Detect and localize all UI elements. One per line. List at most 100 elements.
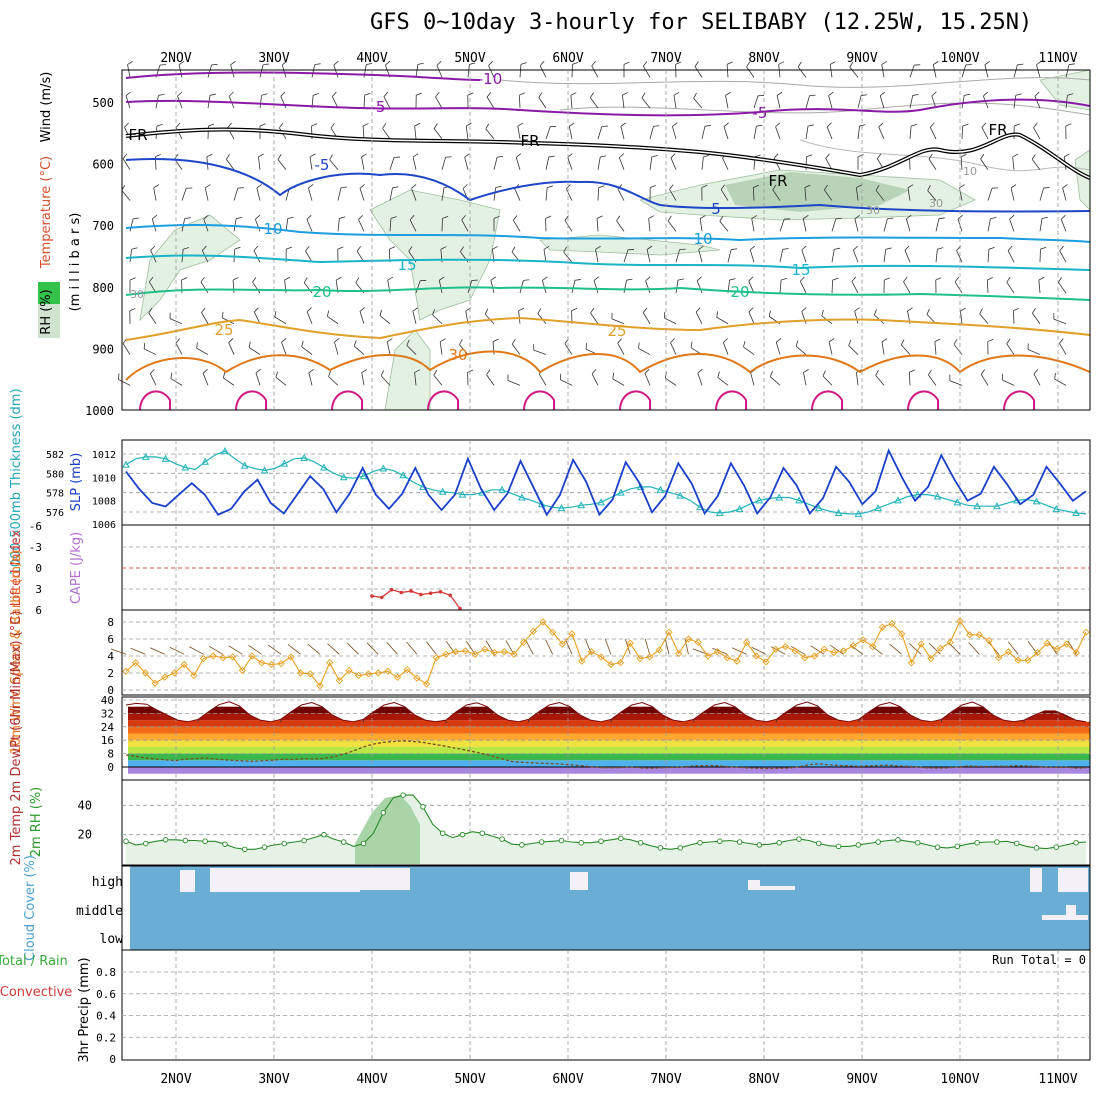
precip-convective-label: Convective	[0, 985, 72, 1000]
wind-barb-flag	[875, 184, 880, 191]
wind-barb-flag	[411, 184, 417, 189]
wind-barb	[664, 377, 677, 386]
date-label-bottom: 3NOV	[258, 1072, 289, 1087]
wind-barb-flag	[911, 123, 918, 127]
wind-barb-flag	[230, 60, 236, 66]
rh-shading	[139, 214, 241, 322]
wind-barb	[459, 344, 469, 355]
wind-barb-flag	[175, 122, 181, 128]
wind-barb-flag	[804, 184, 811, 188]
wind-barb	[170, 378, 183, 386]
wind-barb-flag	[854, 307, 860, 312]
wind-barb	[801, 249, 807, 263]
surface-wind-barb	[684, 638, 689, 655]
wind-speed-point	[607, 660, 615, 669]
wind-barb-flag	[387, 276, 394, 281]
rh-legend-swatch-high	[38, 282, 60, 304]
wind-barb-flag	[754, 154, 761, 158]
wind-barb	[669, 189, 677, 201]
wind-barb-flag	[178, 60, 185, 66]
wind-barb-flag	[569, 122, 575, 127]
wind-barb-flag	[801, 245, 807, 251]
wind-barb-flag	[389, 246, 395, 250]
wind-barb-flag	[330, 122, 335, 129]
temperature-contour-label: -10	[478, 70, 503, 88]
wind-barb	[545, 126, 551, 140]
wind-barb-flag	[746, 61, 751, 67]
wind-barb-flag	[595, 245, 601, 250]
rh-point	[360, 840, 367, 847]
rh-axis-label: RH (%)	[39, 289, 54, 334]
wind-barb	[358, 219, 365, 232]
thickness-point	[775, 493, 784, 501]
wind-barb	[826, 126, 833, 140]
wind-barb	[538, 97, 547, 109]
wind-speed-point	[529, 627, 537, 635]
wind-barb	[593, 280, 599, 294]
surface-wind-barb	[928, 642, 941, 655]
temperature-contour	[125, 158, 1091, 213]
wind-barb	[412, 157, 417, 170]
wind-barb	[274, 316, 287, 325]
wind-barb-flag	[641, 92, 646, 99]
pressure-tick-label: 900	[92, 342, 114, 356]
wind-barb-flag	[1034, 91, 1040, 97]
wind-barb-flag	[753, 184, 759, 188]
wind-speed-point	[384, 667, 392, 675]
wind-barb-flag	[772, 184, 777, 191]
wind-barb	[909, 125, 912, 139]
wind-speed-point	[355, 671, 363, 680]
temperature-contour-label: -5	[371, 98, 386, 116]
wind-barb	[517, 126, 521, 140]
wind-barb-flag	[825, 153, 830, 159]
wind-barb	[406, 345, 417, 355]
wind-barb-flag	[412, 307, 418, 312]
wind-barb	[753, 126, 757, 140]
temperature-contour-freezing-core	[125, 128, 1091, 179]
wind-barb-flag	[459, 339, 463, 345]
rh-point	[301, 837, 307, 844]
wind-barb-flag	[795, 340, 799, 347]
wind-barb	[389, 157, 395, 170]
slp-tick-label: 1012	[92, 450, 116, 461]
temperature-contour-label: FR	[520, 132, 539, 150]
wind-barb	[178, 64, 183, 78]
rh-point	[796, 836, 802, 842]
wind-speed-point	[558, 640, 567, 648]
pressure-tick-label: 1000	[85, 404, 114, 418]
wind-barb	[645, 280, 651, 294]
wind-barb	[353, 345, 365, 355]
wind-barb-flag	[539, 61, 545, 67]
wind-barb-flag	[806, 154, 813, 158]
wind-barb	[931, 95, 937, 109]
wind-barb	[514, 188, 521, 201]
wind-barb	[543, 249, 547, 263]
wind-speed-point	[510, 650, 518, 658]
wind-barb-flag	[332, 91, 337, 97]
wind-barb-flag	[1065, 123, 1072, 127]
temperature-contour-hot	[619, 390, 651, 411]
slp-line	[125, 448, 1087, 517]
lifted-index-point	[448, 593, 453, 598]
surface-wind-barb	[208, 645, 224, 655]
wind-barb-flag	[511, 338, 516, 345]
wind-barb-flag	[616, 215, 621, 221]
pressure-tick-label: 600	[92, 158, 114, 172]
wind-barb	[328, 376, 339, 386]
wind-barb-flag	[385, 60, 391, 66]
wind-barb	[849, 67, 859, 78]
wind-speed-point	[742, 638, 751, 647]
wind-barb	[778, 64, 781, 78]
thickness-point	[181, 463, 190, 471]
wind-barb-flag	[406, 339, 410, 346]
thickness-point	[715, 508, 724, 516]
wind-barb-flag	[980, 369, 986, 375]
wind-barb-flag	[287, 216, 294, 219]
wind-barb	[831, 249, 835, 263]
wind-barb-flag	[462, 184, 468, 189]
wind-barb-flag	[743, 341, 746, 348]
wind-barb-flag	[390, 216, 397, 219]
cape-axis-label: CAPE (J/kg)	[69, 532, 84, 604]
wind-barb	[595, 249, 599, 263]
wind-barb-flag	[274, 311, 277, 318]
